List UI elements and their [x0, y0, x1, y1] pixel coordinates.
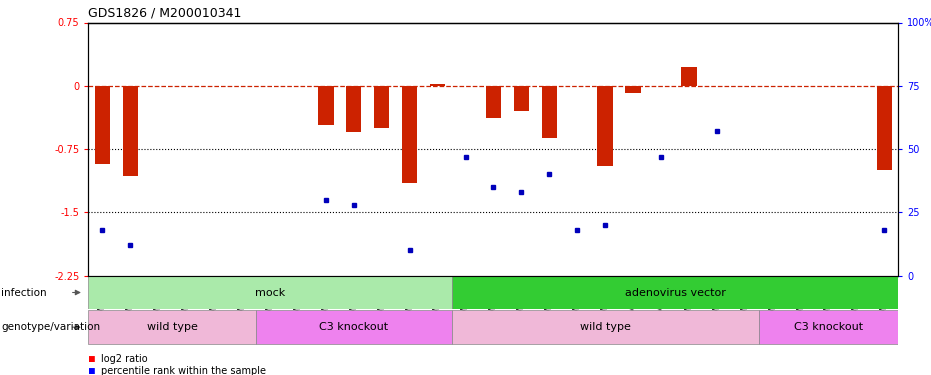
Bar: [374, 86, 389, 128]
Bar: [430, 84, 445, 86]
Text: adenovirus vector: adenovirus vector: [625, 288, 725, 297]
Bar: [256, 310, 452, 344]
Bar: [681, 67, 696, 86]
Bar: [452, 276, 898, 309]
Bar: [402, 86, 417, 183]
Bar: [346, 86, 361, 132]
Text: ■: ■: [89, 366, 95, 375]
Text: GDS1826 / M200010341: GDS1826 / M200010341: [88, 7, 242, 20]
Bar: [95, 86, 110, 164]
Bar: [452, 310, 759, 344]
Text: percentile rank within the sample: percentile rank within the sample: [101, 366, 265, 375]
Bar: [318, 86, 333, 125]
Text: genotype/variation: genotype/variation: [1, 322, 100, 332]
Bar: [88, 310, 256, 344]
Text: wild type: wild type: [147, 322, 197, 332]
Text: mock: mock: [255, 288, 285, 297]
Text: infection: infection: [1, 288, 47, 297]
Bar: [598, 86, 613, 166]
Bar: [88, 276, 452, 309]
Text: log2 ratio: log2 ratio: [101, 354, 147, 364]
Bar: [626, 86, 641, 93]
Text: ■: ■: [89, 354, 95, 364]
Bar: [514, 86, 529, 111]
Bar: [542, 86, 557, 138]
Text: wild type: wild type: [580, 322, 630, 332]
Bar: [123, 86, 138, 176]
Text: C3 knockout: C3 knockout: [794, 322, 863, 332]
Bar: [486, 86, 501, 118]
Bar: [877, 86, 892, 170]
Bar: [759, 310, 898, 344]
Text: C3 knockout: C3 knockout: [319, 322, 388, 332]
